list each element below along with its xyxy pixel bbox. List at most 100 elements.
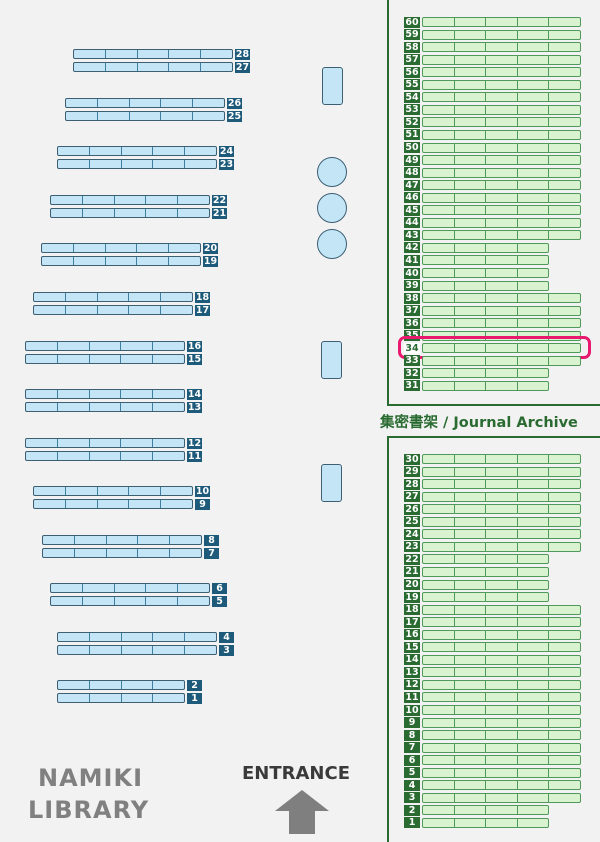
archive-shelf-32[interactable] [422, 368, 549, 379]
archive-shelf-2[interactable] [422, 805, 549, 816]
archive-shelf-19[interactable] [422, 592, 549, 603]
archive-shelf-48[interactable] [422, 167, 581, 178]
general-shelf-22[interactable] [50, 195, 210, 205]
general-shelf-15[interactable] [25, 354, 185, 364]
archive-shelf-21[interactable] [422, 566, 549, 577]
general-shelf-18[interactable] [33, 292, 193, 302]
general-shelf-28[interactable] [73, 49, 233, 59]
archive-shelf-20[interactable] [422, 579, 549, 590]
shelf-number-label: 58 [404, 41, 420, 53]
archive-shelf-36[interactable] [422, 318, 581, 329]
archive-shelf-47[interactable] [422, 180, 581, 191]
library-name: NAMIKI LIBRARY [28, 762, 149, 826]
general-shelf-3[interactable] [57, 645, 217, 655]
general-shelf-11[interactable] [25, 451, 185, 461]
archive-shelf-18[interactable] [422, 604, 581, 615]
shelf-section [153, 160, 186, 168]
archive-shelf-11[interactable] [422, 692, 581, 703]
general-shelf-9[interactable] [33, 499, 193, 509]
general-shelf-1[interactable] [57, 693, 185, 703]
archive-shelf-24[interactable] [422, 529, 581, 540]
general-shelf-20[interactable] [41, 243, 201, 253]
shelf-section [75, 536, 107, 544]
general-shelf-12[interactable] [25, 438, 185, 448]
general-shelf-10[interactable] [33, 486, 193, 496]
archive-shelf-56[interactable] [422, 67, 581, 78]
archive-shelf-46[interactable] [422, 192, 581, 203]
archive-shelf-34[interactable] [422, 343, 581, 354]
shelf-section [549, 731, 580, 739]
archive-shelf-29[interactable] [422, 466, 581, 477]
general-shelf-2[interactable] [57, 680, 185, 690]
archive-shelf-22[interactable] [422, 554, 549, 565]
archive-shelf-42[interactable] [422, 242, 549, 253]
general-shelf-21[interactable] [50, 208, 210, 218]
archive-shelf-44[interactable] [422, 217, 581, 228]
archive-shelf-39[interactable] [422, 280, 549, 291]
archive-shelf-14[interactable] [422, 654, 581, 665]
archive-shelf-35[interactable] [422, 330, 581, 341]
archive-shelf-60[interactable] [422, 17, 581, 27]
general-shelf-25[interactable] [65, 111, 225, 121]
archive-shelf-50[interactable] [422, 142, 581, 153]
archive-shelf-43[interactable] [422, 230, 581, 241]
archive-shelf-6[interactable] [422, 755, 581, 766]
general-shelf-13[interactable] [25, 402, 185, 412]
archive-shelf-17[interactable] [422, 617, 581, 628]
archive-shelf-52[interactable] [422, 117, 581, 128]
shelf-section [518, 118, 550, 127]
archive-shelf-9[interactable] [422, 717, 581, 728]
general-shelf-4[interactable] [57, 632, 217, 642]
general-shelf-19[interactable] [41, 256, 201, 266]
archive-shelf-12[interactable] [422, 679, 581, 690]
archive-shelf-38[interactable] [422, 293, 581, 304]
general-shelf-8[interactable] [42, 535, 202, 545]
general-shelf-27[interactable] [73, 62, 233, 72]
archive-shelf-49[interactable] [422, 155, 581, 166]
archive-shelf-51[interactable] [422, 129, 581, 140]
general-shelf-6[interactable] [50, 583, 210, 593]
general-shelf-24[interactable] [57, 146, 217, 156]
general-shelf-23[interactable] [57, 159, 217, 169]
archive-shelf-1[interactable] [422, 817, 549, 828]
archive-shelf-33[interactable] [422, 355, 581, 366]
archive-shelf-58[interactable] [422, 42, 581, 53]
archive-shelf-16[interactable] [422, 629, 581, 640]
archive-shelf-45[interactable] [422, 205, 581, 216]
general-shelf-7[interactable] [42, 548, 202, 558]
general-shelf-16[interactable] [25, 341, 185, 351]
archive-shelf-23[interactable] [422, 541, 581, 552]
archive-shelf-31[interactable] [422, 380, 549, 391]
archive-shelf-55[interactable] [422, 79, 581, 90]
shelf-number-label: 20 [404, 579, 420, 590]
archive-shelf-53[interactable] [422, 104, 581, 115]
archive-shelf-26[interactable] [422, 504, 581, 515]
archive-shelf-37[interactable] [422, 305, 581, 316]
shelf-section [518, 130, 550, 139]
archive-shelf-4[interactable] [422, 780, 581, 791]
shelf-section [455, 356, 487, 365]
archive-shelf-54[interactable] [422, 92, 581, 103]
archive-shelf-40[interactable] [422, 268, 549, 278]
general-shelf-26[interactable] [65, 98, 225, 108]
general-shelf-17[interactable] [33, 305, 193, 315]
archive-shelf-41[interactable] [422, 255, 549, 266]
archive-shelf-28[interactable] [422, 479, 581, 490]
archive-shelf-8[interactable] [422, 730, 581, 741]
archive-shelf-59[interactable] [422, 29, 581, 40]
shelf-section [58, 452, 90, 460]
archive-shelf-15[interactable] [422, 642, 581, 653]
archive-shelf-25[interactable] [422, 516, 581, 527]
archive-shelf-57[interactable] [422, 54, 581, 65]
archive-shelf-3[interactable] [422, 792, 581, 803]
general-shelf-5[interactable] [50, 596, 210, 606]
archive-shelf-7[interactable] [422, 742, 581, 753]
archive-shelf-13[interactable] [422, 667, 581, 678]
shelf-section [455, 530, 487, 539]
archive-shelf-27[interactable] [422, 491, 581, 502]
archive-shelf-10[interactable] [422, 705, 581, 715]
general-shelf-14[interactable] [25, 389, 185, 399]
shelf-section [455, 818, 486, 827]
archive-shelf-5[interactable] [422, 767, 581, 778]
archive-shelf-30[interactable] [422, 454, 581, 464]
